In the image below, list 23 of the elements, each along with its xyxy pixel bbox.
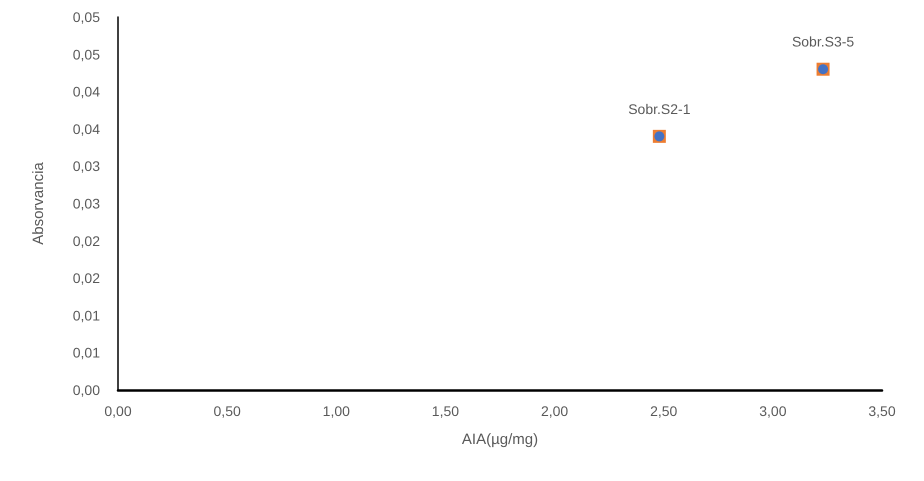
y-tick-label: 0,01 xyxy=(72,344,100,361)
annotation: Sobr.S2-1 xyxy=(628,100,691,117)
x-tick-label: 3,00 xyxy=(759,403,787,419)
annotation: Sobr.S3-5 xyxy=(792,34,854,50)
x-tick-label: 1,00 xyxy=(322,403,350,419)
x-tick-label: 0,50 xyxy=(214,403,241,419)
x-tick-label: 1,50 xyxy=(432,403,460,419)
y-tick-label: 0,04 xyxy=(72,120,100,137)
y-tick-label: 0,00 xyxy=(72,382,100,398)
x-tick-label: 2,50 xyxy=(650,403,678,419)
y-tick-label: 0,05 xyxy=(72,9,100,25)
y-tick-label: 0,04 xyxy=(72,84,100,100)
y-tick-label: 0,03 xyxy=(72,158,100,174)
x-tick-label: 2,00 xyxy=(540,403,568,419)
x-axis-title: AIA(µg/mg) xyxy=(462,431,538,448)
y-tick-label: 0,03 xyxy=(72,196,100,212)
y-tick-label: 0,05 xyxy=(72,46,100,62)
y-tick-label: 0,01 xyxy=(72,307,100,324)
y-tick-label: 0,02 xyxy=(72,270,100,286)
y-tick-label: 0,02 xyxy=(72,232,100,249)
x-tick-label: 3,50 xyxy=(868,403,896,419)
x-tick-label: 0,00 xyxy=(104,403,132,419)
y-axis-title: Absorvancia xyxy=(30,162,47,245)
